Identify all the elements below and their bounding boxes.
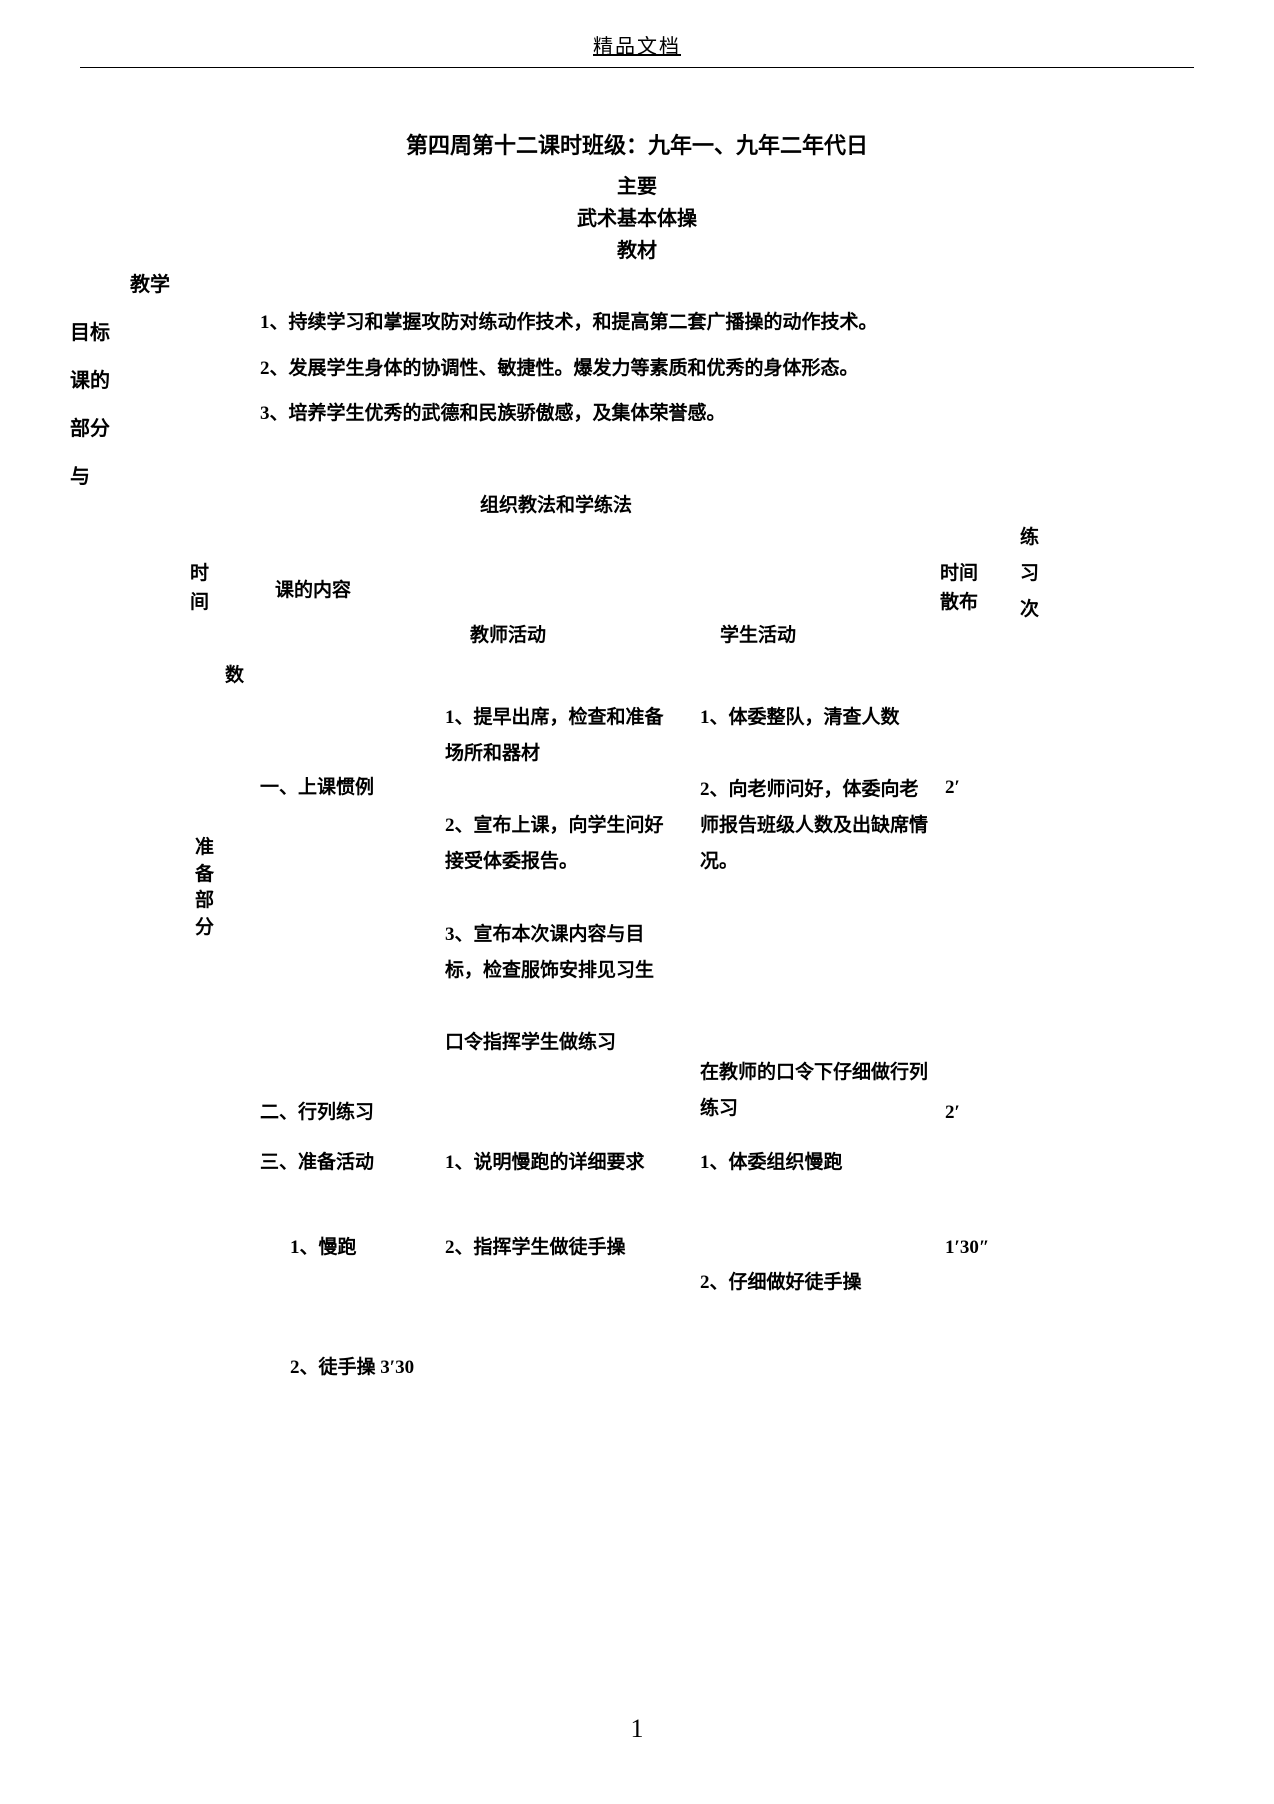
row5-content: 2、徒手操 3′30 <box>290 1350 414 1386</box>
page-number: 1 <box>631 1714 644 1744</box>
title-section: 第四周第十二课时班级：九年一、九年二年代日 主要 武术基本体操 教材 <box>0 128 1274 267</box>
row2-teacher: 口令指挥学生做练习 <box>445 1025 675 1061</box>
row3-student: 1、体委组织慢跑 <box>700 1145 930 1181</box>
row4-content: 1、慢跑 <box>290 1230 357 1266</box>
header-divider <box>80 67 1194 68</box>
org-method-header: 组织教法和学练法 <box>480 490 632 517</box>
row3-content: 三、准备活动 <box>260 1145 374 1181</box>
label-class: 课的 <box>70 366 170 396</box>
title-main: 第四周第十二课时班级：九年一、九年二年代日 <box>0 128 1274 163</box>
row1-time: 2′ <box>945 770 960 806</box>
col-student-header: 学生活动 <box>720 620 796 647</box>
row4-teacher: 2、指挥学生做徒手操 <box>445 1230 675 1266</box>
left-labels: 教学 目标 课的 部分 与 <box>70 270 170 510</box>
document-header: 精品文档 <box>0 0 1274 59</box>
title-sub1: 主要 <box>0 171 1274 203</box>
row2-time: 2′ <box>945 1095 960 1131</box>
prep-section-label: 准 备 部 分 <box>195 835 214 941</box>
row1-teacher: 1、提早出席，检查和准备场所和器材 2、宣布上课，向学生问好接受体委报告。 3、… <box>445 700 675 989</box>
col-count-header: 数 <box>225 660 244 687</box>
label-goal: 目标 <box>70 318 170 348</box>
col-practice-header: 练 习 次 <box>1020 520 1039 628</box>
title-sub3: 教材 <box>0 235 1274 267</box>
col-time-right-header: 时间 散布 <box>940 560 978 617</box>
row4-student: 2、仔细做好徒手操 <box>700 1265 930 1301</box>
goal-3: 3、培养学生优秀的武德和民族骄傲感，及集体荣誉感。 <box>260 391 878 437</box>
label-and: 与 <box>70 462 170 492</box>
row2-student: 在教师的口令下仔细做行列练习 <box>700 1055 930 1127</box>
title-sub2: 武术基本体操 <box>0 203 1274 235</box>
row1-student: 1、体委整队，清查人数 2、向老师问好，体委向老师报告班级人数及出缺席情况。 <box>700 700 930 880</box>
row3-teacher: 1、说明慢跑的详细要求 <box>445 1145 675 1181</box>
label-part: 部分 <box>70 414 170 444</box>
row4-time: 1′30″ <box>945 1230 989 1266</box>
row2-content: 二、行列练习 <box>260 1095 374 1131</box>
col-content-header: 课的内容 <box>275 575 351 602</box>
label-teaching: 教学 <box>130 270 170 300</box>
goal-2: 2、发展学生身体的协调性、敏捷性。爆发力等素质和优秀的身体形态。 <box>260 346 878 392</box>
goal-1: 1、持续学习和掌握攻防对练动作技术，和提高第二套广播操的动作技术。 <box>260 300 878 346</box>
row1-content: 一、上课惯例 <box>260 770 374 806</box>
col-time-header: 时 间 <box>190 560 209 617</box>
goals-section: 1、持续学习和掌握攻防对练动作技术，和提高第二套广播操的动作技术。 2、发展学生… <box>260 300 878 437</box>
col-teacher-header: 教师活动 <box>470 620 546 647</box>
